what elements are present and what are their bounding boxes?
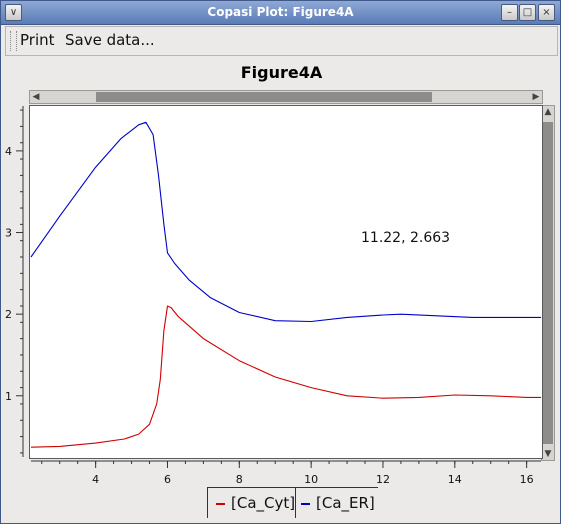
menu-save-data[interactable]: Save data... bbox=[65, 31, 155, 49]
x-tick-label: 6 bbox=[164, 473, 171, 486]
x-tick-label: 10 bbox=[304, 473, 318, 486]
close-icon: × bbox=[542, 7, 551, 18]
scroll-left-arrow-icon[interactable]: ◀ bbox=[32, 92, 40, 102]
window-title: Copasi Plot: Figure4A bbox=[207, 5, 354, 19]
vertical-scrollbar[interactable]: ▲ ▼ bbox=[541, 105, 555, 461]
toolbar-grip-handle[interactable] bbox=[10, 31, 17, 51]
scroll-up-arrow-icon[interactable]: ▲ bbox=[544, 107, 552, 117]
scroll-right-arrow-icon[interactable]: ▶ bbox=[532, 92, 540, 102]
legend-label-ca-er: [Ca_ER] bbox=[316, 494, 375, 512]
scroll-down-arrow-icon[interactable]: ▼ bbox=[544, 449, 552, 459]
coordinate-readout: 11.22, 2.663 bbox=[361, 230, 451, 246]
horizontal-scrollbar[interactable]: ◀ ▶ bbox=[29, 90, 543, 104]
chevron-down-icon: ∨ bbox=[9, 7, 18, 18]
x-tick-label: 4 bbox=[92, 473, 99, 486]
x-tick-label: 14 bbox=[448, 473, 462, 486]
y-tick-label: 4 bbox=[5, 145, 12, 158]
legend-item-ca-er[interactable]: [Ca_ER] bbox=[301, 494, 375, 512]
window-menu-button[interactable]: ∨ bbox=[5, 4, 22, 21]
x-tick-label: 16 bbox=[520, 473, 534, 486]
y-tick-label: 1 bbox=[5, 390, 12, 403]
maximize-icon: □ bbox=[522, 7, 533, 18]
maximize-button[interactable]: □ bbox=[519, 4, 536, 21]
menu-print[interactable]: Print bbox=[20, 31, 55, 49]
minimize-icon: – bbox=[507, 7, 512, 18]
legend-item-ca-cyt[interactable]: [Ca_Cyt] bbox=[216, 494, 295, 512]
y-tick-label: 3 bbox=[5, 227, 12, 240]
chart-legend: [Ca_Cyt] [Ca_ER] bbox=[207, 487, 378, 518]
title-bar[interactable]: ∨ Copasi Plot: Figure4A – □ × bbox=[1, 1, 560, 25]
y-tick-label: 2 bbox=[5, 308, 12, 321]
legend-swatch-ca-er bbox=[301, 502, 310, 505]
menu-bar: Print Save data... bbox=[5, 26, 558, 56]
minimize-button[interactable]: – bbox=[501, 4, 518, 21]
legend-label-ca-cyt: [Ca_Cyt] bbox=[231, 494, 296, 512]
x-tick-label: 8 bbox=[236, 473, 243, 486]
plot-canvas[interactable]: 11.22, 2.663 bbox=[29, 105, 543, 459]
close-button[interactable]: × bbox=[538, 4, 555, 21]
horizontal-scroll-thumb[interactable] bbox=[96, 92, 432, 102]
legend-divider bbox=[295, 488, 296, 518]
legend-swatch-ca-cyt bbox=[216, 502, 225, 505]
x-tick-label: 12 bbox=[376, 473, 390, 486]
plot-title: Figure4A bbox=[240, 63, 323, 82]
vertical-scroll-thumb[interactable] bbox=[543, 122, 553, 444]
